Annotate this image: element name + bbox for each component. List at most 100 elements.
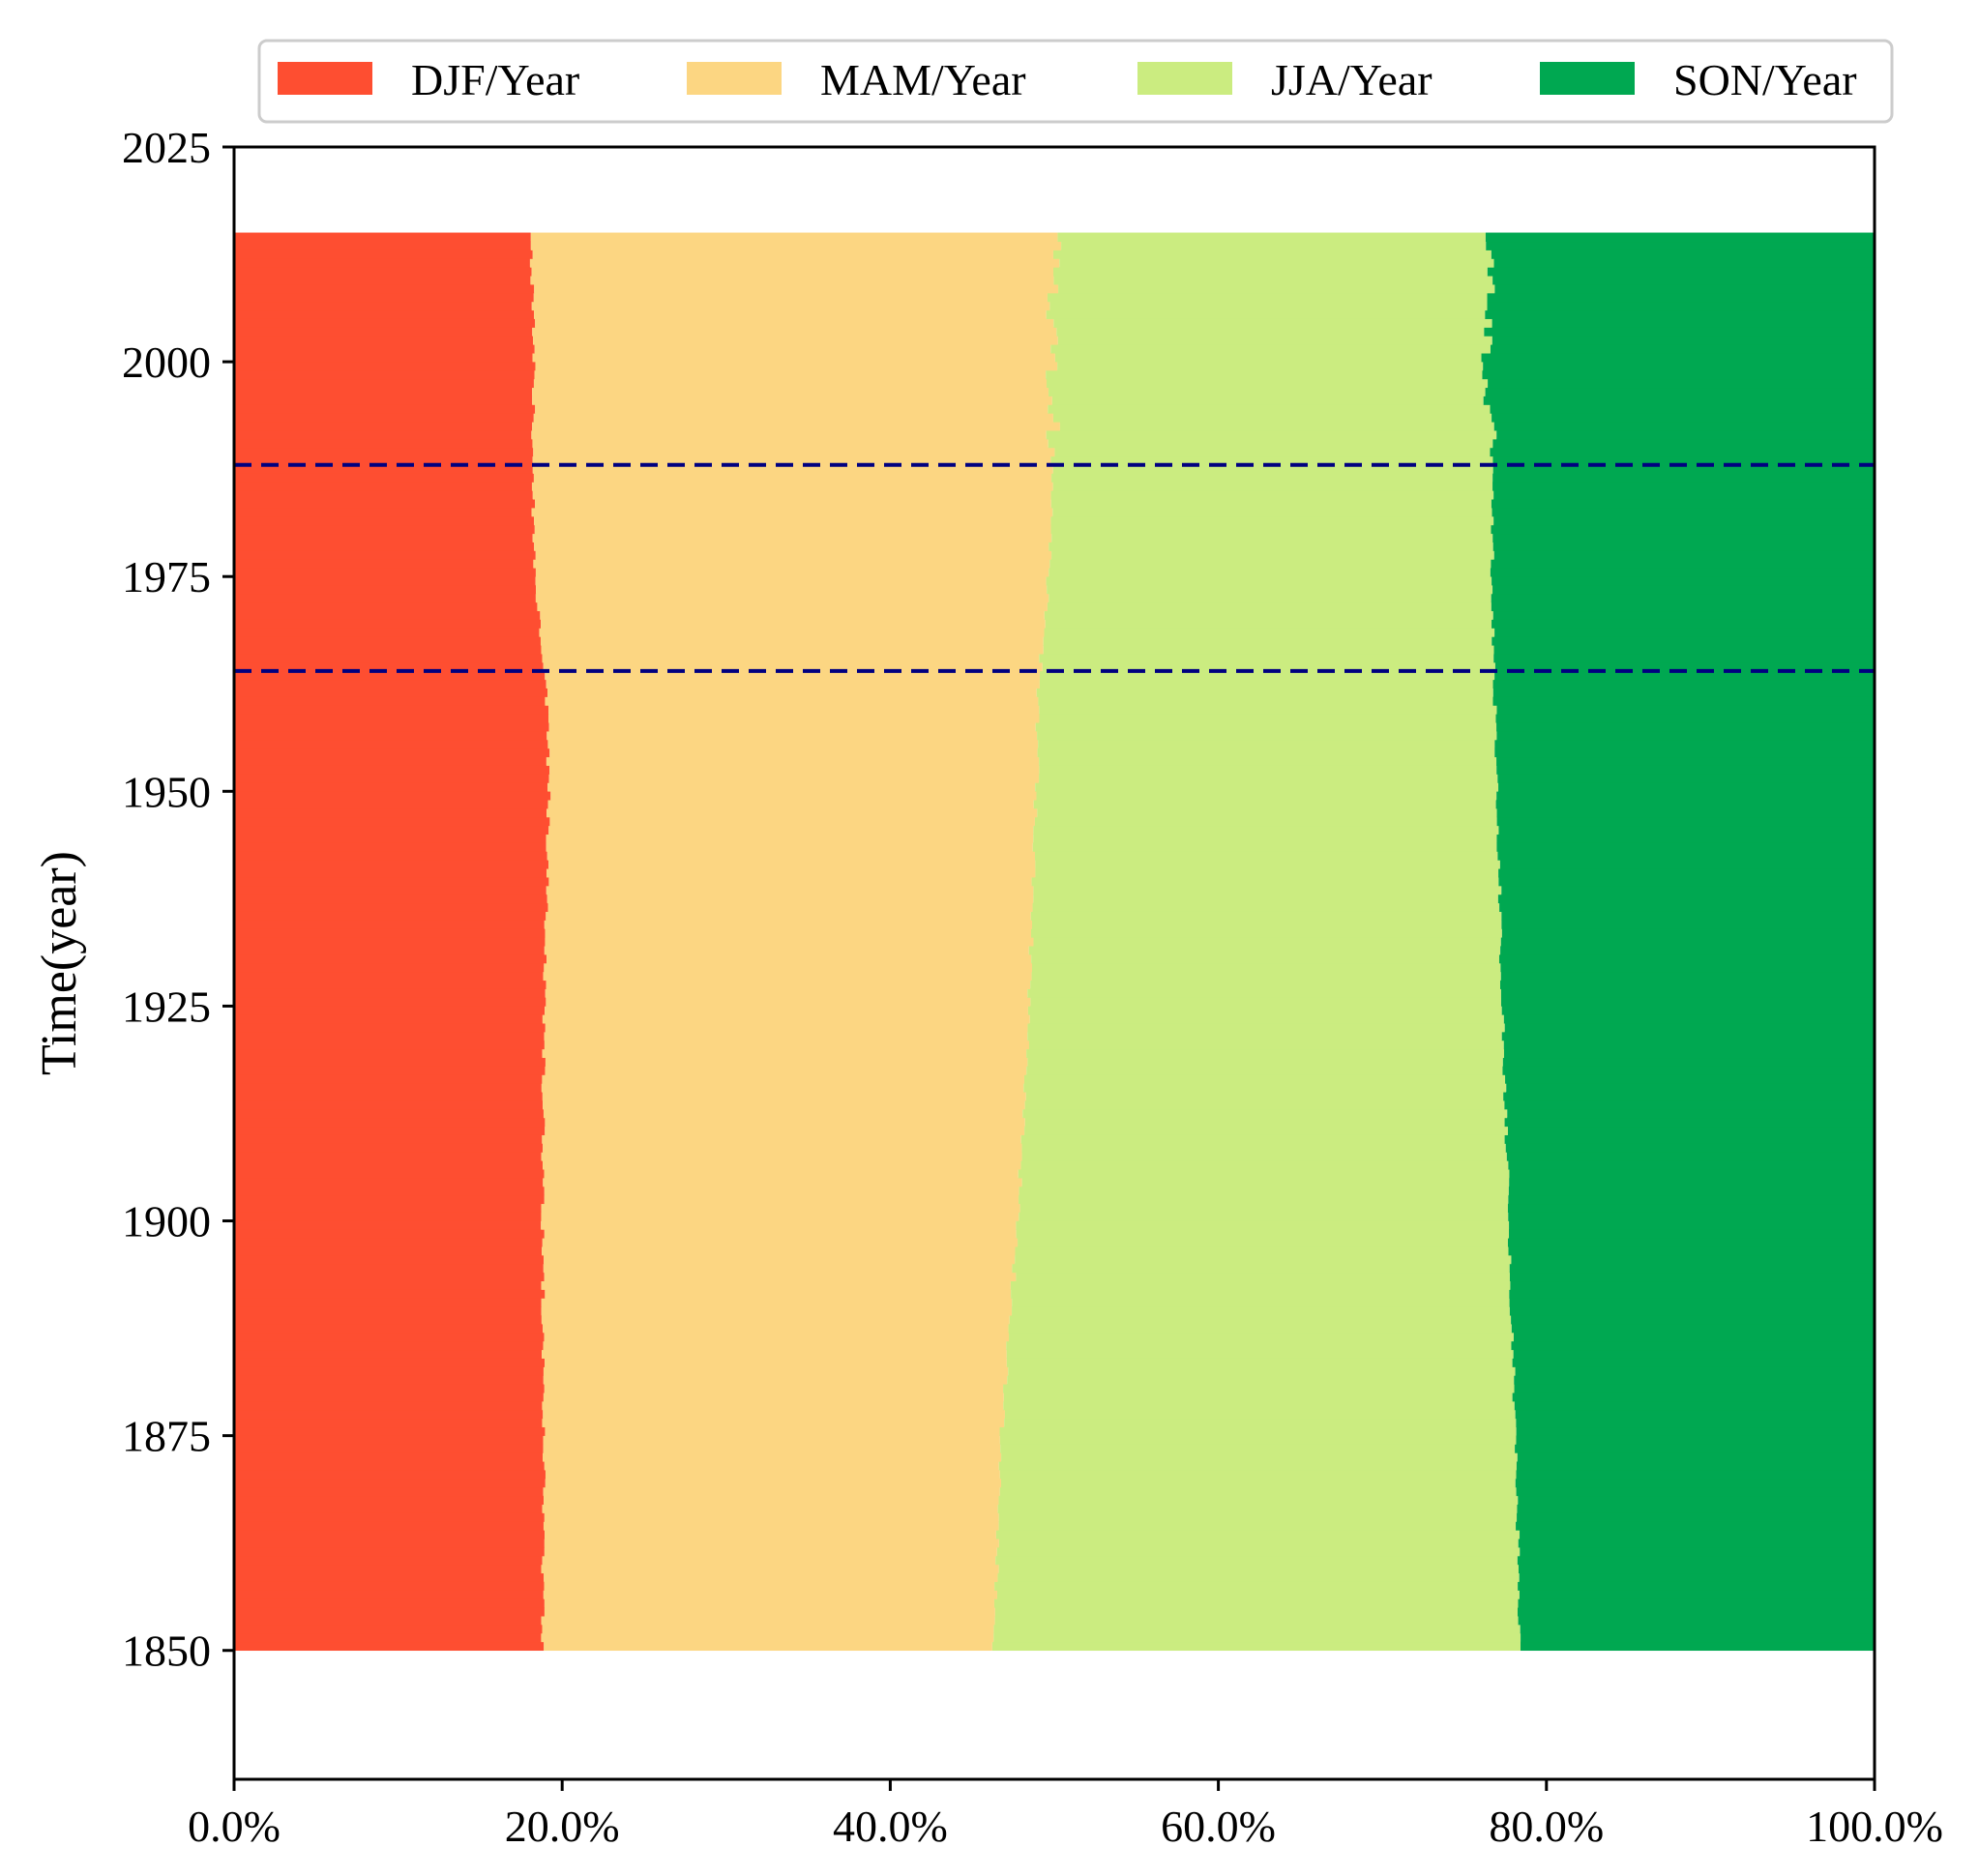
bar-son-1927 [1500, 980, 1875, 989]
bar-djf-1872 [234, 1452, 544, 1462]
bar-son-1941 [1499, 860, 1875, 869]
bar-jja-1960 [1038, 696, 1493, 706]
bar-mam-1975 [535, 568, 1049, 577]
bar-mam-1885 [543, 1340, 1007, 1351]
bar-djf-1936 [234, 902, 548, 912]
bar-djf-1903 [234, 1186, 545, 1196]
bar-djf-1882 [234, 1366, 544, 1376]
legend-swatch-mam [687, 62, 782, 95]
bar-son-1907 [1506, 1152, 1875, 1161]
legend-label-djf: DJF/Year [411, 55, 579, 104]
bar-son-1921 [1501, 1031, 1875, 1041]
bar-djf-1915 [234, 1083, 542, 1093]
bar-jja-1865 [998, 1512, 1518, 1522]
bar-jja-1905 [1018, 1168, 1510, 1179]
bar-son-1999 [1483, 361, 1875, 371]
bar-son-1901 [1507, 1203, 1875, 1213]
bar-son-1906 [1508, 1160, 1875, 1170]
bar-mam-1999 [535, 361, 1058, 371]
bar-djf-1934 [234, 920, 545, 929]
bar-jja-1906 [1020, 1160, 1509, 1170]
bar-mam-1983 [535, 498, 1051, 509]
bar-djf-1879 [234, 1392, 544, 1402]
bar-son-1957 [1496, 721, 1875, 732]
bar-son-1971 [1491, 601, 1875, 612]
bar-mam-1892 [541, 1280, 1011, 1290]
bar-son-1864 [1516, 1521, 1875, 1531]
bar-djf-1952 [234, 765, 550, 775]
bar-mam-1966 [541, 644, 1044, 655]
bar-son-1963 [1494, 670, 1875, 681]
bar-son-1863 [1520, 1530, 1875, 1539]
bar-son-1953 [1496, 756, 1875, 766]
bar-mam-1934 [544, 920, 1032, 929]
bar-jja-1874 [999, 1435, 1517, 1445]
bar-mam-1959 [548, 705, 1040, 715]
bar-djf-1866 [234, 1504, 543, 1513]
bar-mam-2007 [533, 292, 1048, 303]
bar-jja-1966 [1043, 644, 1494, 655]
bar-jja-1977 [1051, 550, 1494, 560]
bar-son-1852 [1520, 1624, 1875, 1634]
bar-djf-1857 [234, 1581, 545, 1591]
bar-mam-1895 [544, 1254, 1016, 1265]
bar-jja-1909 [1020, 1134, 1505, 1144]
bar-djf-1947 [234, 807, 547, 818]
bar-son-1896 [1508, 1246, 1875, 1256]
bar-jja-2003 [1056, 327, 1485, 337]
bar-son-1892 [1510, 1280, 1875, 1290]
bar-jja-1972 [1049, 593, 1492, 603]
bar-son-1866 [1517, 1504, 1875, 1513]
bar-son-1979 [1492, 533, 1875, 542]
bar-jja-1927 [1030, 980, 1501, 989]
bar-mam-2012 [532, 249, 1053, 259]
bar-son-1976 [1491, 559, 1875, 569]
bar-djf-2008 [234, 283, 535, 294]
bar-djf-2006 [234, 301, 532, 311]
bar-djf-1853 [234, 1615, 542, 1626]
bar-son-1960 [1492, 696, 1875, 706]
bar-mam-1991 [531, 429, 1047, 440]
bar-mam-2004 [535, 318, 1054, 328]
bar-son-1909 [1504, 1134, 1875, 1144]
bar-mam-1909 [542, 1134, 1021, 1144]
bar-son-1996 [1485, 387, 1875, 396]
bar-djf-1908 [234, 1143, 544, 1153]
bar-mam-1990 [532, 438, 1049, 449]
bar-mam-1970 [540, 610, 1045, 620]
bar-son-2003 [1484, 327, 1875, 337]
bar-djf-1945 [234, 825, 549, 835]
bar-son-1873 [1515, 1444, 1875, 1453]
bar-mam-1878 [542, 1400, 1004, 1411]
bar-djf-1912 [234, 1108, 544, 1119]
bar-mam-1908 [543, 1143, 1022, 1153]
bar-djf-1914 [234, 1091, 543, 1101]
bar-djf-1919 [234, 1048, 543, 1059]
bar-son-1890 [1509, 1298, 1875, 1307]
bar-mam-2013 [530, 241, 1062, 250]
bar-jja-1871 [998, 1460, 1517, 1471]
bar-djf-1900 [234, 1212, 542, 1221]
bar-jja-1988 [1050, 455, 1493, 466]
bar-son-1946 [1496, 816, 1875, 827]
bar-djf-1874 [234, 1435, 544, 1445]
bar-mam-1869 [545, 1478, 1002, 1488]
bar-jja-1873 [1000, 1444, 1516, 1453]
bar-son-1902 [1508, 1194, 1875, 1205]
bar-djf-1920 [234, 1040, 545, 1050]
bar-son-1939 [1498, 876, 1875, 887]
bar-jja-1867 [998, 1495, 1519, 1505]
bar-jja-1962 [1039, 679, 1493, 689]
y-tick-label: 1900 [122, 1197, 211, 1246]
bar-jja-1919 [1026, 1048, 1504, 1059]
bar-son-1986 [1492, 473, 1875, 483]
bar-jja-1910 [1024, 1126, 1508, 1135]
bar-mam-1902 [544, 1194, 1019, 1205]
bar-son-1998 [1482, 369, 1875, 380]
bar-mam-1868 [543, 1486, 1000, 1497]
bar-son-2014 [1485, 232, 1875, 243]
bar-jja-1878 [1003, 1400, 1515, 1411]
bar-jja-1947 [1037, 807, 1497, 818]
bar-son-2013 [1486, 241, 1875, 250]
bar-jja-1994 [1048, 404, 1491, 414]
